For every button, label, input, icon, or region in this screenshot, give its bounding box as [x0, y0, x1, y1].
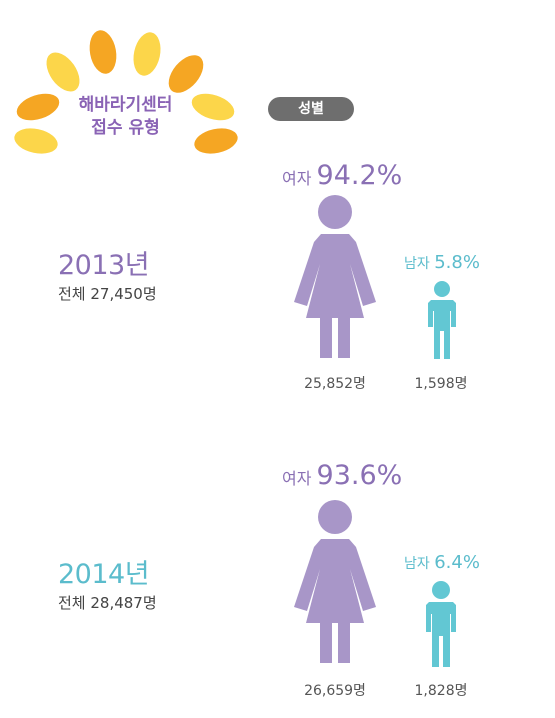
- female-percent-2013: 여자 94.2%: [282, 160, 402, 191]
- year-label-2014: 2014년: [58, 559, 150, 590]
- category-badge: 성별: [268, 97, 354, 121]
- male-count-2014: 1,828명: [414, 683, 468, 699]
- female-percent-value: 93.6%: [316, 460, 403, 491]
- petal: [14, 128, 58, 154]
- female-percent-2014: 여자 93.6%: [282, 460, 402, 491]
- petal: [194, 128, 238, 154]
- year-label-2013: 2013년: [58, 250, 150, 281]
- petal: [89, 30, 117, 74]
- sunflower-icon: [14, 30, 238, 154]
- female-count-2014: 26,659명: [304, 683, 366, 699]
- male-percent-2014: 남자 6.4%: [404, 552, 480, 573]
- male-percent-value: 5.8%: [434, 252, 480, 273]
- female-label: 여자: [282, 169, 312, 188]
- petal: [191, 93, 235, 121]
- female-count-2013: 25,852명: [304, 376, 366, 392]
- male-count-2013: 1,598명: [414, 376, 468, 392]
- male-percent-2013: 남자 5.8%: [404, 252, 480, 273]
- petal: [168, 55, 204, 93]
- male-label: 남자: [404, 556, 430, 572]
- female-label: 여자: [282, 469, 312, 488]
- female-figure-icon: [294, 500, 376, 663]
- male-figure-icon: [428, 281, 456, 359]
- petal: [133, 32, 161, 76]
- male-figure-icon: [426, 581, 456, 667]
- logo-title-line1: 해바라기센터: [78, 95, 173, 115]
- female-percent-value: 94.2%: [316, 160, 403, 191]
- total-label-2014: 전체 28,487명: [58, 594, 157, 612]
- male-percent-value: 6.4%: [434, 552, 480, 573]
- petal: [16, 93, 60, 121]
- sunflower-logo: 해바라기센터 접수 유형: [8, 14, 243, 159]
- logo-title-line2: 접수 유형: [91, 118, 160, 138]
- male-label: 남자: [404, 256, 430, 272]
- female-figure-icon: [294, 195, 376, 358]
- petal: [46, 52, 80, 92]
- total-label-2013: 전체 27,450명: [58, 285, 157, 303]
